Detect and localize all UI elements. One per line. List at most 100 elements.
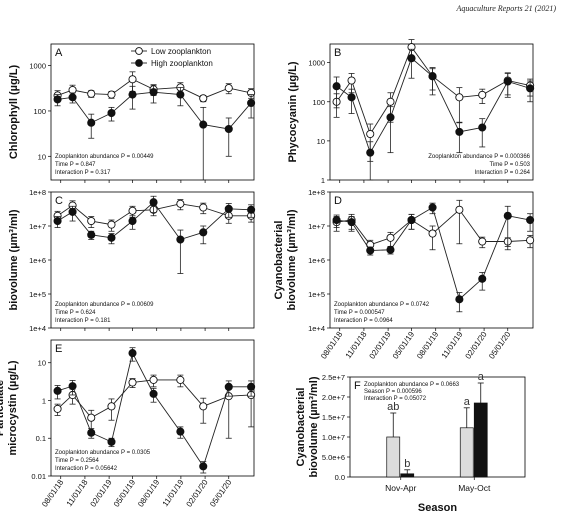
y-tick-label: 10 bbox=[317, 137, 325, 146]
high-zooplankton-point bbox=[87, 118, 96, 127]
high-zooplankton-point bbox=[199, 120, 208, 129]
high-zooplankton-point bbox=[53, 386, 62, 395]
high-zooplankton-point bbox=[386, 113, 395, 122]
y-tick-label: 1000 bbox=[29, 62, 46, 71]
high-zooplankton-point bbox=[128, 90, 137, 99]
x-tick-label: 11/01/18 bbox=[344, 330, 369, 361]
low-zooplankton-line bbox=[57, 203, 252, 226]
low-zooplankton-point bbox=[107, 220, 116, 229]
low-zooplankton-point bbox=[455, 205, 464, 214]
x-tick-label: 05/01/20 bbox=[208, 478, 234, 509]
low-zooplankton-line bbox=[336, 209, 531, 246]
y-axis-label-line2: microcystin (µg/L) bbox=[7, 360, 19, 455]
low-zooplankton-point bbox=[386, 97, 395, 106]
y-tick-label: 100 bbox=[312, 98, 325, 107]
y-tick-label: 0.01 bbox=[31, 472, 46, 481]
high-zooplankton-point bbox=[107, 437, 116, 446]
y-tick-label: 5.0e+6 bbox=[322, 453, 345, 462]
journal-header: Aquaculture Reports 21 (2021) bbox=[456, 4, 556, 13]
panel-b: 1 10 100 1000 B Phycocyanin (µg/L) Zooplankton… bbox=[287, 39, 535, 185]
high-zooplankton-point bbox=[224, 382, 233, 391]
significance-letter: a bbox=[478, 371, 485, 383]
y-tick-label: 1 bbox=[321, 176, 325, 185]
low-zooplankton-point bbox=[199, 203, 208, 212]
high-zooplankton-point bbox=[455, 295, 464, 304]
low-zooplankton-point bbox=[149, 375, 158, 384]
y-tick-label: 1e+7 bbox=[29, 222, 46, 231]
high-zooplankton-point bbox=[68, 93, 77, 102]
low-zooplankton-point bbox=[199, 94, 208, 103]
high-zooplankton-line bbox=[57, 351, 252, 468]
x-tick-label: 05/01/20 bbox=[487, 330, 513, 361]
y-tick-label: 1 bbox=[42, 396, 46, 405]
low-zooplankton-point bbox=[53, 404, 62, 413]
high-zooplankton-point bbox=[128, 349, 137, 358]
low-zooplankton-point bbox=[128, 378, 137, 387]
low-zooplankton-point bbox=[68, 85, 77, 95]
high-zooplankton-point bbox=[332, 82, 341, 91]
high-zooplankton-point bbox=[87, 230, 96, 239]
high-zooplankton-point bbox=[176, 90, 185, 99]
high-zooplankton-point bbox=[332, 215, 341, 225]
high-zooplankton-point bbox=[128, 216, 137, 226]
stats-line: Zooplankton abundance P = 0.0305 bbox=[55, 450, 151, 456]
low-zooplankton-point bbox=[87, 413, 96, 422]
high-zooplankton-line bbox=[57, 91, 252, 130]
high-zooplankton-point bbox=[247, 98, 256, 108]
high-zooplankton-point bbox=[149, 88, 158, 97]
high-zooplankton-line bbox=[336, 206, 531, 301]
high-zooplankton-point bbox=[503, 211, 512, 220]
y-tick-label: 1e+7 bbox=[308, 222, 325, 231]
x-tick-label: 08/01/19 bbox=[136, 478, 162, 509]
high-zooplankton-point bbox=[224, 204, 233, 213]
low-zooplankton-point bbox=[526, 236, 535, 245]
high-zooplankton-point bbox=[53, 95, 62, 104]
stats-line: Interaction P = 0.181 bbox=[55, 318, 111, 324]
y-tick-label: 10 bbox=[38, 359, 46, 368]
stats-line: Time P = 0.503 bbox=[489, 162, 530, 168]
x-tick-label: 08/01/19 bbox=[415, 330, 441, 361]
x-tick-label: 02/01/19 bbox=[89, 478, 115, 509]
low-zooplankton-point bbox=[176, 199, 185, 208]
high-zooplankton-bar bbox=[473, 402, 488, 478]
low-zooplankton-point bbox=[455, 93, 464, 102]
y-axis-label: Chlorophyll (µg/L) bbox=[8, 65, 20, 160]
panel-letter: B bbox=[334, 47, 341, 59]
y-axis-label-line1: Particulate bbox=[0, 380, 6, 436]
low-zooplankton-point bbox=[478, 237, 487, 246]
low-zooplankton-point bbox=[428, 229, 437, 238]
stats-line: Zooplankton abundance P = 0.00609 bbox=[55, 302, 154, 308]
low-zooplankton-point bbox=[87, 89, 96, 98]
x-tick-label: 05/01/19 bbox=[391, 330, 417, 361]
stats-line: Zooplankton abundance P = 0.0663 bbox=[364, 382, 460, 388]
x-tick-label: 02/01/19 bbox=[368, 330, 394, 361]
y-tick-label: 1e+6 bbox=[29, 256, 46, 265]
x-tick-label: 11/01/18 bbox=[65, 478, 90, 509]
y-tick-label: 100 bbox=[33, 107, 46, 116]
x-tick-label: 11/01/19 bbox=[161, 478, 186, 509]
low-zooplankton-line bbox=[57, 379, 252, 419]
low-zooplankton-point bbox=[87, 216, 96, 226]
high-zooplankton-line bbox=[336, 57, 531, 154]
panel-f: 0.0 5.0e+6 1.0e+7 1.5e+7 2.0e+7 2.5e+7 F Cyanob… bbox=[295, 371, 526, 514]
x-axis-label: Season bbox=[418, 502, 457, 514]
stats-line: Zooplankton abundance P = 0.00449 bbox=[55, 154, 154, 160]
y-tick-label: 1000 bbox=[308, 59, 325, 68]
high-zooplankton-point bbox=[224, 124, 233, 134]
high-zooplankton-line bbox=[57, 201, 252, 241]
high-zooplankton-point bbox=[478, 274, 487, 283]
stats-line: Time P = 0.000547 bbox=[334, 310, 385, 316]
y-tick-label: 0.0 bbox=[335, 473, 345, 482]
low-zooplankton-bar bbox=[386, 436, 401, 478]
x-tick-label: 08/01/18 bbox=[319, 330, 345, 361]
panel-e: 0.01 0.1 1 10 E Particulate microcystin (µg/L)… bbox=[0, 339, 256, 509]
stats-line: Interaction P = 0.05642 bbox=[55, 466, 118, 472]
high-zooplankton-point bbox=[176, 427, 185, 436]
y-tick-label: 2.5e+7 bbox=[322, 373, 345, 382]
low-zooplankton-point bbox=[386, 233, 395, 242]
stats-line: Zooplankton abundance P = 0.0742 bbox=[334, 302, 430, 308]
y-tick-label: 2.0e+7 bbox=[322, 393, 345, 402]
y-tick-label: 1e+8 bbox=[29, 188, 46, 197]
high-zooplankton-point bbox=[526, 215, 535, 225]
